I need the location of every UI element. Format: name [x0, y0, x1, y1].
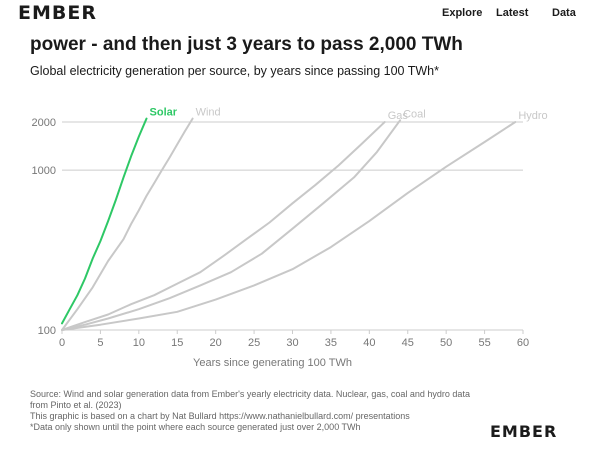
chart-subtitle: Global electricity generation per source…	[30, 64, 440, 78]
series-label-solar: Solar	[150, 107, 178, 119]
nav-latest-link[interactable]: Latest	[496, 7, 529, 19]
footnote: *Data only shown until the point where e…	[30, 422, 361, 432]
x-tick-label-20: 20	[210, 337, 222, 349]
y-tick-label-1000: 1000	[32, 165, 56, 177]
x-tick-label-50: 50	[440, 337, 452, 349]
series-line-solar	[61, 117, 148, 325]
series-label-coal: Coal	[403, 108, 426, 120]
series-label-hydro: Hydro	[518, 110, 547, 122]
y-tick-label-2000: 2000	[32, 117, 56, 129]
series-label-wind: Wind	[196, 107, 221, 119]
series-label-gas: Gas	[388, 110, 409, 122]
x-axis-title: Years since generating 100 TWh	[193, 357, 352, 369]
x-tick-label-25: 25	[248, 337, 260, 349]
series-line-hydro	[61, 121, 517, 331]
series-line-gas	[61, 121, 386, 331]
x-tick-label-40: 40	[363, 337, 375, 349]
nav-data-link[interactable]: Data	[552, 7, 576, 19]
x-tick-label-35: 35	[325, 337, 337, 349]
x-tick-label-60: 60	[517, 337, 529, 349]
x-tick-label-0: 0	[59, 337, 65, 349]
x-tick-label-15: 15	[171, 337, 183, 349]
footer-ember-logo[interactable]: EMBER	[490, 422, 558, 441]
source-note: Source: Wind and solar generation data f…	[30, 389, 470, 410]
ember-logo[interactable]: EMBER	[18, 2, 97, 24]
series-line-coal	[61, 119, 402, 331]
generation-line-chart: 100 1000 2000 0 5 10 15 20 25 30 35 40 45 50 55 60 Years…	[32, 107, 548, 369]
x-tick-label-10: 10	[133, 337, 145, 349]
chart-notes: Source: Wind and solar generation data f…	[30, 389, 470, 433]
x-tick-label-55: 55	[478, 337, 490, 349]
x-tick-label-5: 5	[97, 337, 103, 349]
top-navigation-bar: EMBER Explore Latest Data	[0, 0, 600, 30]
series-line-wind	[61, 117, 194, 331]
x-tick-label-45: 45	[402, 337, 414, 349]
y-tick-label-100: 100	[38, 325, 56, 337]
article-heading: power - and then just 3 years to pass 2,…	[30, 34, 463, 55]
credit-note: This graphic is based on a chart by Nat …	[30, 411, 410, 421]
x-tick-label-30: 30	[286, 337, 298, 349]
nav-explore-link[interactable]: Explore	[442, 7, 483, 19]
